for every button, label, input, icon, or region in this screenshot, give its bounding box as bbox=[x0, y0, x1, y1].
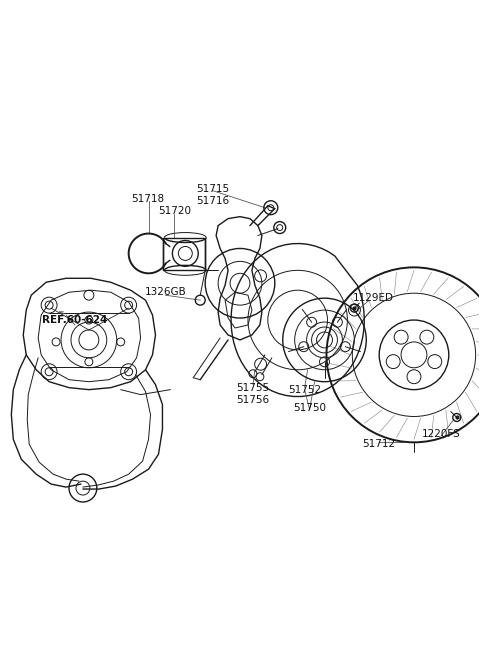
Text: 51750: 51750 bbox=[293, 403, 326, 413]
Text: 1220FS: 1220FS bbox=[421, 430, 460, 440]
Text: 51716: 51716 bbox=[197, 196, 230, 206]
Text: 51718: 51718 bbox=[131, 194, 164, 204]
Text: 51752: 51752 bbox=[288, 384, 321, 395]
Text: 1326GB: 1326GB bbox=[144, 287, 186, 297]
Text: 51755: 51755 bbox=[236, 383, 269, 392]
Text: 51756: 51756 bbox=[236, 394, 269, 405]
Text: 51712: 51712 bbox=[362, 440, 396, 449]
Text: 1129ED: 1129ED bbox=[353, 293, 394, 303]
Text: REF.60-624: REF.60-624 bbox=[42, 315, 108, 325]
Text: 51715: 51715 bbox=[197, 184, 230, 194]
Text: 51720: 51720 bbox=[158, 206, 191, 215]
